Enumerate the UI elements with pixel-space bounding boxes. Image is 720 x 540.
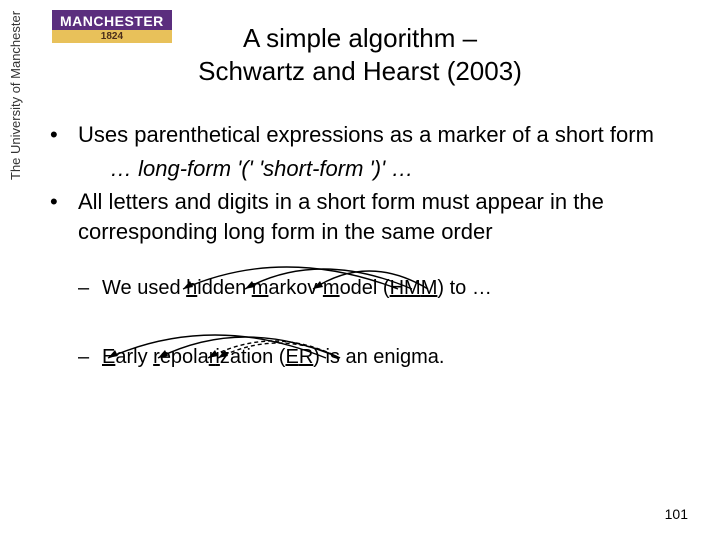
bullet-2-text: All letters and digits in a short form m… <box>78 187 680 246</box>
bullet-marker: • <box>50 187 78 246</box>
bullet-2: • All letters and digits in a short form… <box>50 187 680 246</box>
bullet-1: • Uses parenthetical expressions as a ma… <box>50 120 680 150</box>
slide-content: • Uses parenthetical expressions as a ma… <box>50 120 680 413</box>
bullet-marker: • <box>50 120 78 150</box>
slide-title: A simple algorithm – Schwartz and Hearst… <box>0 22 720 87</box>
title-line-1: A simple algorithm – <box>0 22 720 55</box>
page-number: 101 <box>665 506 688 522</box>
title-line-2: Schwartz and Hearst (2003) <box>0 55 720 88</box>
sub-examples: – We used hidden markov model (HMM) to …… <box>78 275 680 371</box>
example-er: – Early repolarization (ER) is an enigma… <box>78 344 680 371</box>
bullet-1-text: Uses parenthetical expressions as a mark… <box>78 120 680 150</box>
example-pattern: … long-form '(' 'short-form ')' … <box>110 154 680 184</box>
example-hmm-text: We used hidden markov model (HMM) to … <box>102 275 492 302</box>
dash-marker: – <box>78 275 102 302</box>
dash-marker: – <box>78 344 102 371</box>
example-hmm: – We used hidden markov model (HMM) to … <box>78 275 680 302</box>
example-er-text: Early repolarization (ER) is an enigma. <box>102 344 444 371</box>
